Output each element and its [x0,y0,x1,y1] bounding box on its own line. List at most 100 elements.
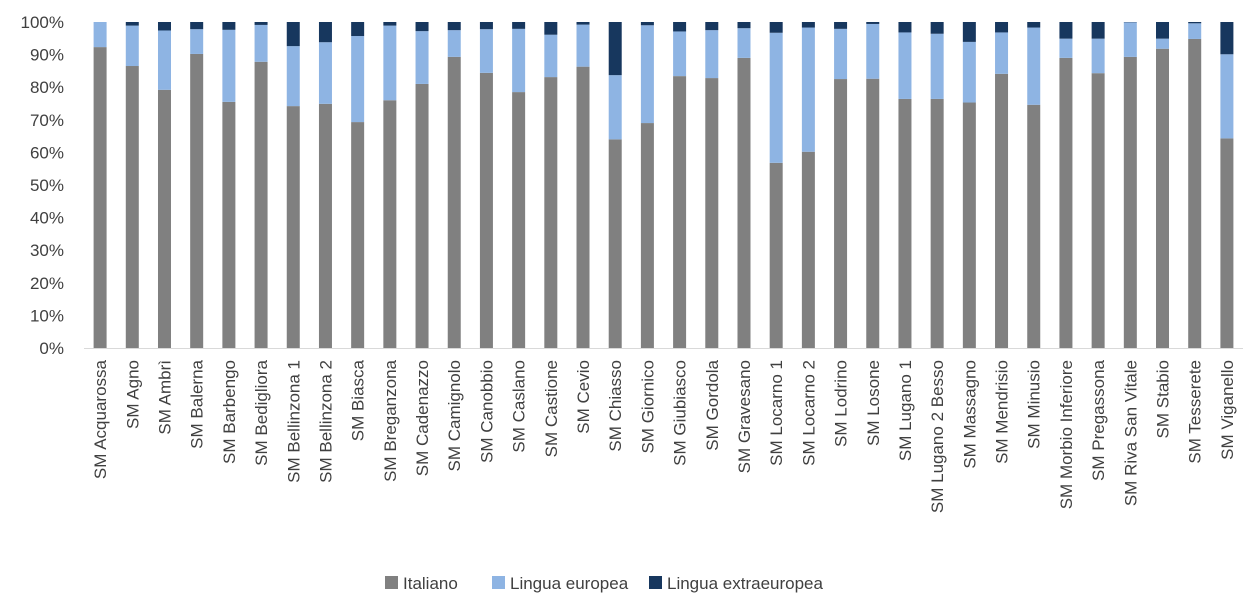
bar-segment-lingua-europea [640,25,654,124]
x-tick-label: SM Riva San Vitale [1121,360,1140,506]
bar-segment-lingua-europea [705,30,719,79]
x-tick-label: SM Stabio [1154,360,1173,438]
x-tick-label: SM Locarno 1 [767,360,786,466]
bar-segment-italiano [576,66,590,348]
x-tick-label: SM Lugano 1 [896,360,915,461]
x-tick-label: SM Gravesano [735,360,754,473]
x-tick-label: SM Barbengo [220,360,239,464]
x-tick-label: SM Morbio Inferiore [1057,360,1076,509]
y-tick-label: 80% [30,78,64,97]
bar-segment-lingua-extraeuropea [930,22,944,34]
bar-segment-lingua-europea [1156,38,1170,49]
bar-segment-lingua-extraeuropea [318,22,332,43]
x-tick-label: SM Lugano 2 Besso [928,360,947,513]
bar-segment-italiano [447,56,461,348]
bar-segment-lingua-extraeuropea [898,22,912,33]
x-tick-label: SM Bedigliora [252,359,271,465]
bar-segment-lingua-europea [254,24,268,62]
legend-label: Lingua extraeuropea [667,574,824,593]
bar-segment-italiano [512,92,526,348]
bar-segment-italiano [995,73,1009,348]
bar-segment-italiano [93,47,107,348]
bar-segment-lingua-extraeuropea [576,22,590,25]
x-tick-label: SM Locarno 2 [799,360,818,466]
bar-segment-lingua-extraeuropea [447,22,461,31]
bar-segment-lingua-europea [866,23,880,79]
bar-segment-lingua-extraeuropea [351,22,365,37]
legend-label: Lingua europea [510,574,629,593]
bar-segment-lingua-extraeuropea [222,22,236,30]
x-axis: SM Acquarossa SM Agno SM Ambrì SM Balerna SM… [84,348,1243,513]
bar-segment-lingua-europea [673,31,687,77]
bar-segment-italiano [962,102,976,349]
bar-segment-italiano [769,162,783,348]
bar-segment-italiano [157,89,171,348]
bar-segment-italiano [318,103,332,348]
bar-segment-lingua-europea [1027,27,1041,105]
bar-segment-italiano [1220,138,1234,348]
bar-segment-italiano [1156,48,1170,348]
bar-segment-lingua-europea [737,28,751,58]
bar-segment-lingua-extraeuropea [544,22,558,35]
bar-segment-lingua-europea [125,25,139,67]
legend-swatch [492,576,505,589]
bar-segment-lingua-extraeuropea [737,22,751,29]
bar-segment-italiano [222,101,236,349]
bar-segment-italiano [1027,104,1041,348]
x-tick-label: SM Tesserete [1186,360,1205,464]
bar-segment-lingua-europea [544,34,558,78]
x-tick-label: SM Giubiasco [671,360,690,466]
x-tick-label: SM Bellinzona 1 [284,360,303,483]
x-tick-label: SM Minusio [1025,360,1044,449]
bar-segment-lingua-extraeuropea [801,22,815,28]
x-tick-label: SM Massagno [960,360,979,469]
bar-segment-lingua-europea [1188,23,1202,39]
bar-segment-italiano [898,98,912,348]
bar-segment-lingua-europea [318,42,332,104]
bar-segment-lingua-extraeuropea [254,22,268,25]
bar-segment-lingua-extraeuropea [479,22,493,30]
bar-segment-lingua-europea [222,29,236,102]
bar-segment-italiano [1123,56,1137,348]
y-tick-label: 70% [30,111,64,130]
bar-segment-lingua-europea [415,31,429,84]
x-tick-label: SM Cevio [574,360,593,434]
x-tick-label: SM Ambrì [155,360,174,435]
bar-segment-lingua-europea [1059,38,1073,58]
bar-segment-lingua-extraeuropea [995,22,1009,33]
bar-segment-lingua-europea [801,27,815,152]
bar-segment-italiano [1091,73,1105,349]
y-tick-label: 20% [30,274,64,293]
bar-segment-italiano [608,139,622,348]
x-tick-label: SM Gordola [703,359,722,450]
bar-segment-italiano [351,122,365,348]
bar-segment-lingua-europea [898,32,912,99]
bar-segment-lingua-extraeuropea [125,22,139,26]
bar-segment-italiano [737,57,751,349]
bar-segment-italiano [834,79,848,349]
y-tick-label: 40% [30,209,64,228]
bar-segment-lingua-extraeuropea [705,22,719,31]
y-tick-label: 0% [39,339,64,358]
bar-segment-lingua-europea [962,41,976,103]
bar-segment-lingua-extraeuropea [608,22,622,76]
bar-segment-italiano [383,100,397,349]
x-tick-label: SM Giornico [638,360,657,454]
bar-segment-lingua-europea [93,22,107,48]
legend-swatch [385,576,398,589]
x-tick-label: SM Mendrisio [993,360,1012,464]
bar-segment-italiano [1188,38,1202,348]
bar-segment-lingua-europea [190,29,204,54]
bar-segment-italiano [415,83,429,348]
bar-segment-lingua-extraeuropea [415,22,429,32]
x-tick-label: SM Cadenazzo [413,360,432,476]
bar-segment-italiano [705,78,719,348]
legend-swatch [649,576,662,589]
x-tick-label: SM Lodrino [832,360,851,447]
bar-segment-lingua-europea [1091,38,1105,74]
bar-segment-lingua-europea [608,75,622,140]
bar-segment-lingua-europea [769,32,783,163]
bar-segment-lingua-europea [930,33,944,99]
bar-segment-lingua-extraeuropea [1027,22,1041,28]
